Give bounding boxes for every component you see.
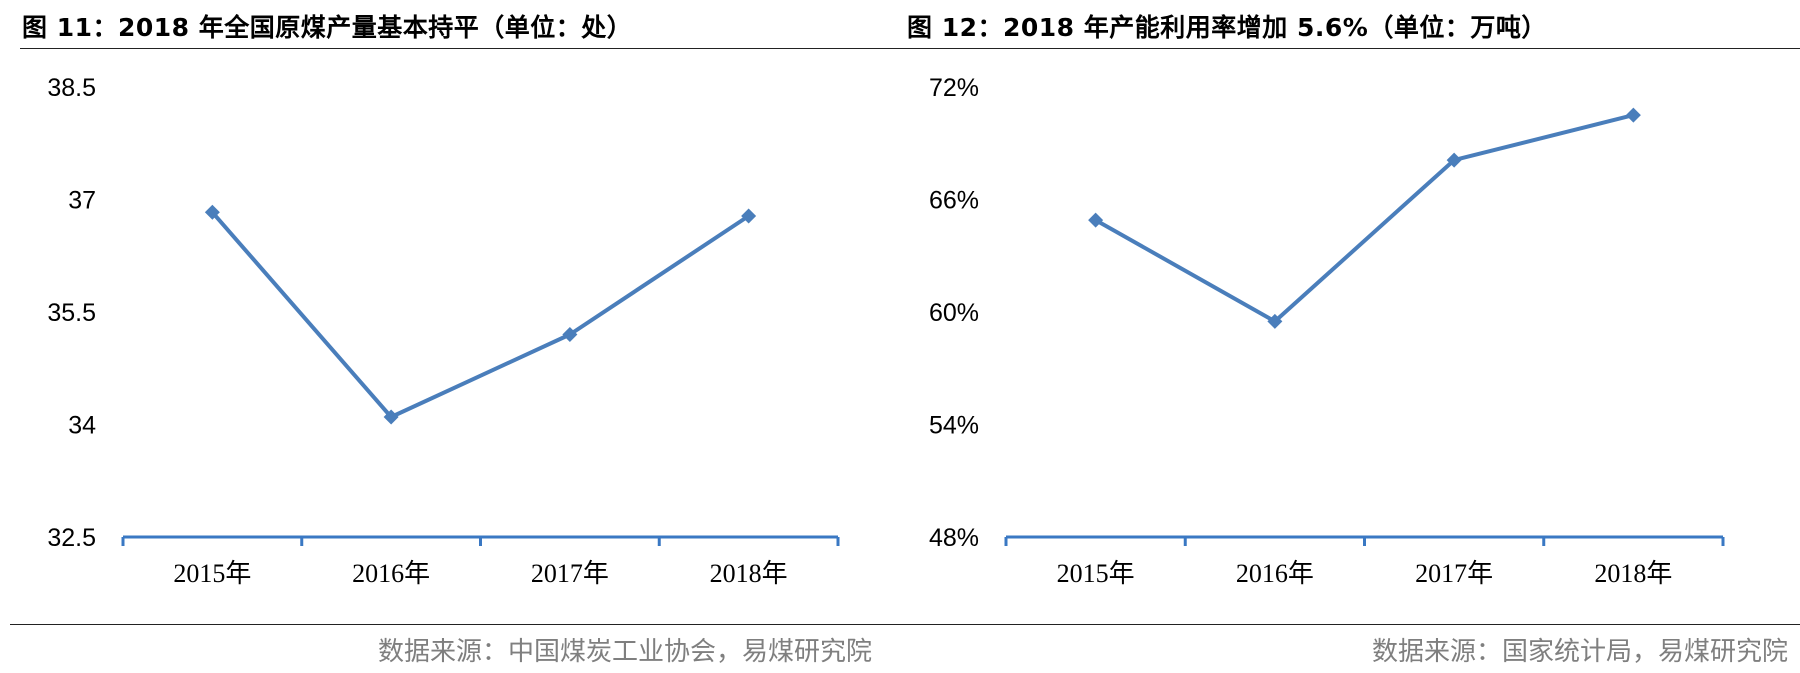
fig11-data-point-marker [562,327,578,342]
figure-12-title: 图 12：2018 年产能利用率增加 5.6%（单位：万吨） [907,13,1547,42]
figure-12-bottom-rule [885,624,1800,625]
fig11-y-tick-label: 37 [68,187,96,215]
fig11-x-category-label: 2015年 [173,559,251,588]
fig12-y-tick-label: 54% [929,412,979,440]
figure-11-panel: 图 11：2018 年全国原煤产量基本持平（单位：处） 38.5 37 35.5 34… [0,0,890,673]
figure-12-line-chart: 72% 66% 60% 54% 48% 2015年 2016年 2017年 2018年 [929,74,1725,588]
figure-12-panel: 图 12：2018 年产能利用率增加 5.6%（单位：万吨） 72% 66% 60%… [885,0,1800,673]
fig12-y-tick-label: 60% [929,299,979,327]
fig12-series-line [1094,113,1634,324]
fig11-data-point-marker [741,208,757,224]
fig11-series-line [210,210,750,419]
fig12-data-point-marker [1446,152,1462,168]
fig12-x-category-label: 2017年 [1415,559,1493,588]
figure-12-source: 数据来源：国家统计局，易煤研究院 [1371,637,1788,667]
fig12-y-tick-label: 48% [929,524,979,552]
fig12-x-category-label: 2015年 [1057,559,1135,588]
fig11-x-category-label: 2016年 [352,559,430,588]
figure-12-title-rule [885,48,1800,49]
fig12-y-tick-label: 72% [929,74,979,102]
fig11-data-point-marker [383,409,399,425]
fig12-data-point-marker [1625,107,1641,123]
fig11-y-tick-label: 38.5 [47,74,96,102]
figure-11-source: 数据来源：中国煤炭工业协会，易煤研究院 [377,637,872,667]
fig11-x-category-label: 2017年 [531,559,609,588]
fig11-data-point-marker [204,204,220,220]
fig12-y-tick-label: 66% [929,187,979,215]
figure-11-bottom-rule [10,624,890,625]
figure-11-title-rule [20,48,890,49]
fig12-data-point-marker [1267,313,1283,329]
fig12-x-category-label: 2018年 [1594,559,1672,588]
figure-11-title: 图 11：2018 年全国原煤产量基本持平（单位：处） [22,13,633,42]
figure-11-line-chart: 38.5 37 35.5 34 32.5 2015年 2016年 2017年 2018年 [47,74,840,588]
fig11-y-tick-label: 32.5 [47,524,96,552]
fig12-data-point-marker [1088,212,1104,228]
fig12-x-category-label: 2016年 [1236,559,1314,588]
fig11-x-category-label: 2018年 [710,559,788,588]
fig11-y-tick-label: 35.5 [47,299,96,327]
fig11-y-tick-label: 34 [68,412,96,440]
